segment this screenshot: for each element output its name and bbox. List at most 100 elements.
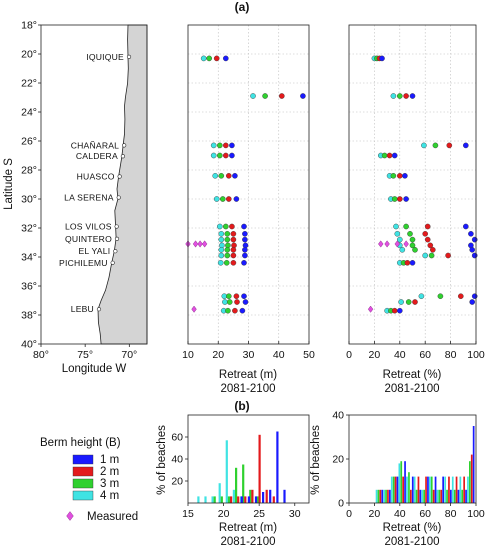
hist-pct-bar-b4	[421, 489, 424, 503]
hist-m-ytick-label: 60	[171, 432, 183, 444]
retreat-pct-xtick-label: 0	[346, 349, 352, 361]
retreat-pct-point-b2	[457, 293, 464, 300]
hist-m-bar-b4	[197, 496, 200, 503]
retreat-pct-point-b2	[391, 307, 398, 314]
map-frame	[40, 24, 148, 345]
hist-pct-xtick-label: 20	[369, 508, 381, 520]
retreat-m-point-b1	[241, 223, 247, 230]
retreat-pct-point-b2	[396, 172, 403, 179]
hist-pct-bar-b1	[434, 476, 437, 503]
retreat-pct-point-b1	[469, 246, 476, 253]
retreat-pct-point-b1	[468, 230, 474, 237]
retreat-pct-xtick-label: 20	[369, 349, 381, 361]
hist-m-xtick-label: 15	[182, 508, 194, 520]
legend-items: 1 m2 m3 m4 m Measured	[66, 454, 138, 523]
hist-pct-bar-b4	[406, 476, 408, 503]
hist-pct-bar-b4	[398, 463, 401, 503]
map-place-label: HUASCO	[77, 172, 115, 182]
map-xtick-label: 75°	[77, 349, 93, 361]
hist-m-bar-b1	[254, 496, 258, 503]
hist-pct-ytick-label: 40	[332, 410, 344, 422]
retreat-m-point-b2	[230, 252, 237, 259]
hist-pct-xtick-label: 80	[445, 508, 457, 520]
legend-swatch-b1	[72, 454, 94, 465]
map-place-marker	[117, 174, 122, 179]
hist-m-bar-b2	[251, 489, 254, 503]
map-place-marker	[122, 143, 127, 148]
hist-pct-xtick-label: 60	[419, 508, 431, 520]
map-ytick-label: 30°	[21, 194, 37, 206]
legend-measured-label: Measured	[87, 511, 138, 523]
hist-pct-bar-b4	[429, 476, 431, 503]
retreat-m-period: 2081-2100	[221, 383, 276, 395]
hist-pct-bar-b3	[461, 489, 464, 503]
retreat-m-point-b1	[239, 307, 246, 314]
legend-swatch-b3	[72, 478, 94, 489]
retreat-m-point-b3	[224, 252, 231, 259]
retreat-m-point-b3	[222, 223, 229, 230]
retreat-pct-point-b2	[386, 152, 393, 159]
hist-pct-bar-b1	[419, 489, 422, 503]
hist-pct-bar-b2	[402, 476, 404, 503]
hist-pct-bar-b3	[400, 461, 403, 503]
map-place-marker	[113, 249, 118, 254]
retreat-pct-frame	[348, 24, 477, 345]
retreat-pct-point-b2	[424, 236, 431, 243]
hist-pct-bar-b2	[410, 489, 412, 503]
legend-title: Berm height (B)	[40, 437, 121, 449]
hist-pct-ytick-label: 0	[338, 498, 344, 510]
retreat-pct-point-b3	[428, 252, 435, 259]
retreat-m-point-b4	[213, 196, 220, 202]
hist-m-bar-b2	[244, 496, 247, 503]
map-xtick-label: 80°	[33, 349, 49, 361]
legend-swatch-b4	[72, 490, 94, 501]
retreat-pct-points	[367, 55, 478, 314]
map-place-label: QUINTERO	[65, 234, 112, 244]
hist-pct-bar-b3	[469, 461, 471, 503]
retreat-pct-point-b4	[398, 299, 404, 305]
retreat-m-point-b4	[218, 236, 225, 243]
retreat-m-point-b2	[278, 93, 285, 99]
hist-pct-bar-b4	[444, 476, 446, 503]
map-place-label: LEBU	[71, 304, 94, 314]
retreat-m-point-b2	[232, 307, 238, 314]
hist-m-bars	[197, 431, 286, 503]
retreat-m-point-b1	[233, 196, 240, 202]
retreat-pct-point-b3	[396, 93, 403, 99]
retreat-pct-ticks: 0 20 40 60 80 100	[346, 341, 485, 361]
map-place-marker	[116, 195, 121, 200]
hist-m-bar-b2	[272, 496, 275, 503]
retreat-m-point-b3	[206, 55, 212, 62]
map-place-label: CALDERA	[76, 151, 118, 161]
legend-label: 4 m	[100, 490, 119, 502]
retreat-m-panel: 10 20 30 40 50 Retreat (m) 2081-2100	[182, 24, 315, 395]
retreat-m-point-b3	[226, 299, 233, 305]
retreat-m-point-b1	[241, 259, 247, 266]
map-place-label: IQUIQUE	[86, 52, 124, 62]
retreat-m-point-b3	[219, 196, 226, 202]
hist-pct-bar-b1	[472, 426, 475, 503]
retreat-m-point-b3	[224, 230, 231, 237]
retreat-pct-point-b4	[421, 142, 427, 149]
retreat-pct-period: 2081-2100	[385, 383, 440, 395]
retreat-pct-point-b4	[396, 236, 403, 243]
hist-m-ylabel: % of beaches	[156, 425, 168, 495]
map-ticks: 18° 20° 22° 24° 26° 28° 30° 32° 34° 36° 38° 40°80° 7…	[21, 20, 137, 362]
hist-m-bar-b4	[218, 483, 221, 503]
hist-m-xtick-label: 20	[218, 508, 230, 520]
map-place-marker	[120, 154, 126, 159]
retreat-pct-point-b3	[405, 299, 412, 305]
hist-pct-ticks: 0 20 40 60 80 100 0 20 40	[332, 410, 485, 521]
retreat-m-point-b4	[218, 246, 225, 253]
map-panel: 18° 20° 22° 24° 26° 28° 30° 32° 34° 36° 38° 40°80° 7…	[3, 20, 148, 375]
map-land	[97, 24, 148, 345]
hist-pct-bar-b3	[446, 489, 448, 503]
hist-pct-xlabel: Retreat (%)	[383, 522, 442, 534]
hist-m-bar-b4	[211, 496, 214, 503]
hist-pct-bar-b2	[394, 476, 397, 503]
hist-pct-bar-b2	[455, 476, 458, 503]
hist-m-bar-b3	[235, 467, 238, 503]
